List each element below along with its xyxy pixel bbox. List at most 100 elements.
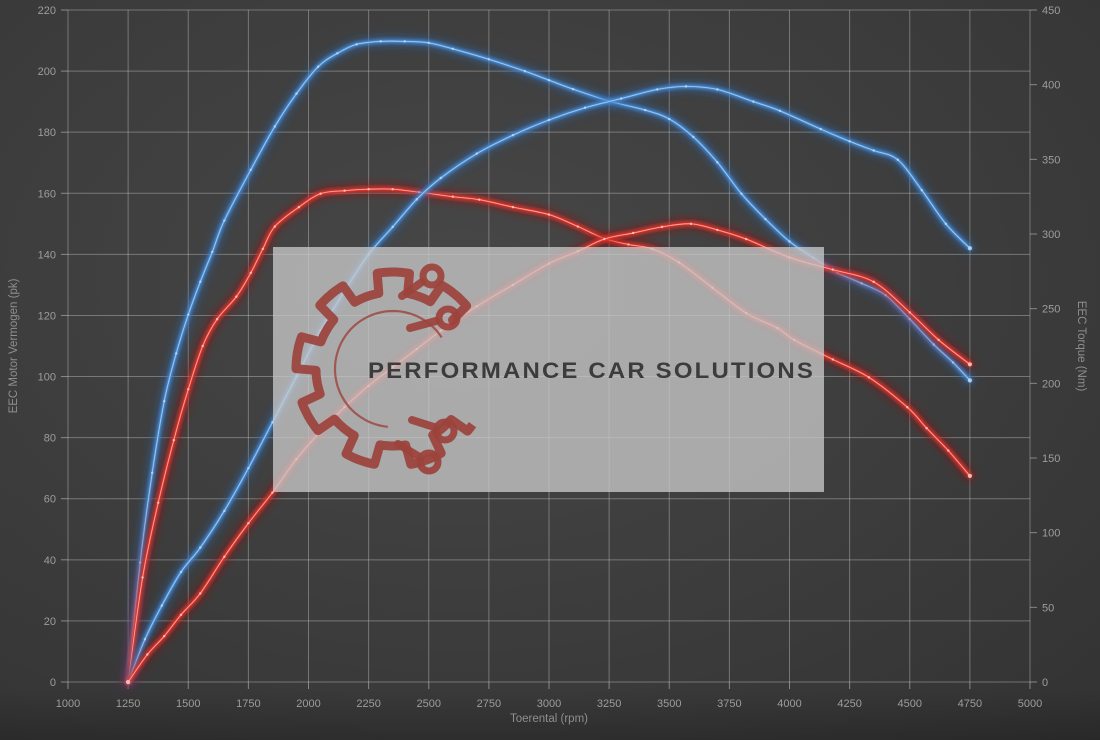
y-left-tick-label: 220 (38, 5, 56, 17)
data-point-marker (439, 176, 442, 180)
data-point-marker (872, 149, 875, 152)
data-point-marker (547, 78, 551, 82)
data-point-marker (163, 634, 166, 638)
data-point-marker (764, 217, 767, 221)
data-point-marker (523, 70, 527, 73)
y-left-tick-label: 160 (38, 188, 56, 200)
data-point-marker (867, 376, 871, 379)
x-tick-label: 1500 (176, 698, 200, 710)
data-point-marker (235, 295, 238, 298)
y-right-axis-title: EEC Torque (Nm) (1075, 301, 1087, 392)
data-point-marker (211, 250, 214, 254)
data-point-marker (745, 237, 748, 241)
data-point-marker (872, 280, 875, 284)
x-tick-label: 4000 (777, 698, 801, 710)
data-point-marker (295, 92, 298, 95)
data-point-marker (944, 222, 948, 226)
x-tick-label: 4750 (958, 698, 982, 710)
x-tick-label: 4500 (898, 698, 922, 710)
data-point-marker (451, 195, 454, 198)
data-point-marker (391, 188, 394, 191)
data-point-marker (343, 189, 346, 192)
x-tick-label: 1750 (236, 698, 260, 710)
data-point-marker (511, 205, 515, 209)
data-point-marker (716, 161, 719, 164)
data-point-marker (163, 400, 166, 403)
circuit-pad-icon (416, 449, 442, 475)
y-left-tick-label: 60 (44, 494, 56, 506)
data-point-marker (247, 521, 250, 525)
data-point-marker (788, 240, 791, 243)
y-right-tick-label: 300 (1042, 229, 1060, 241)
y-right-tick-label: 100 (1042, 528, 1060, 540)
data-point-marker (273, 225, 277, 228)
watermark-text: PERFORMANCE CAR SOLUTIONS (368, 358, 815, 383)
data-point-marker (547, 118, 551, 122)
y-left-tick-label: 120 (38, 310, 56, 322)
axis-tick-labels: 1000 1250 1500 1750 2000 2250 2500 2750 3000 3250… (38, 5, 1061, 710)
circuit-trace (408, 416, 438, 431)
data-point-marker (261, 247, 265, 251)
data-point-marker (547, 213, 551, 216)
data-point-marker (187, 313, 190, 316)
data-point-marker (141, 576, 144, 579)
data-point-marker (175, 352, 178, 355)
data-point-marker (740, 192, 743, 195)
data-point-marker (848, 140, 851, 143)
data-point-marker (906, 406, 909, 409)
data-point-marker (967, 246, 972, 251)
data-point-marker (201, 344, 204, 348)
y-right-tick-label: 250 (1042, 304, 1060, 316)
data-point-marker (391, 225, 394, 229)
data-point-marker (656, 88, 659, 91)
data-point-marker (684, 85, 688, 88)
circuit-pad-icon (432, 418, 458, 444)
data-point-marker (223, 219, 226, 222)
y-left-tick-label: 20 (44, 616, 56, 628)
data-point-marker (271, 491, 274, 494)
y-left-tick-label: 80 (44, 433, 56, 445)
y-left-tick-label: 100 (38, 372, 56, 384)
data-point-marker (478, 198, 481, 201)
data-point-marker (752, 100, 755, 103)
data-point-marker (951, 361, 955, 364)
data-point-marker (716, 228, 719, 232)
data-point-marker (668, 117, 671, 121)
data-point-marker (967, 473, 972, 479)
data-point-marker (908, 311, 911, 314)
x-tick-label: 2250 (356, 698, 380, 710)
y-right-tick-label: 450 (1042, 5, 1060, 17)
x-axis-title: Toerental (rpm) (510, 713, 588, 725)
data-point-marker (660, 225, 664, 229)
data-point-marker (619, 97, 623, 100)
pcs-gear-logo (291, 263, 477, 475)
data-point-marker (896, 158, 899, 161)
data-point-marker (223, 509, 226, 513)
x-tick-label: 5000 (1018, 698, 1042, 710)
data-point-marker (451, 47, 454, 51)
data-point-marker (831, 358, 834, 361)
data-point-marker (583, 106, 587, 109)
x-tick-label: 2000 (296, 698, 320, 710)
data-point-marker (156, 501, 160, 504)
circuit-trace (406, 317, 440, 332)
watermark: PERFORMANCE CAR SOLUTIONS (273, 247, 824, 492)
data-point-marker (150, 471, 154, 475)
data-point-marker (316, 65, 320, 68)
data-point-marker (247, 466, 250, 470)
data-point-marker (367, 188, 370, 191)
data-point-marker (947, 449, 950, 452)
data-point-marker (689, 222, 693, 226)
y-right-tick-label: 400 (1042, 80, 1060, 92)
data-point-marker (143, 638, 147, 641)
y-left-tick-label: 40 (44, 555, 56, 567)
x-tick-label: 1000 (56, 698, 80, 710)
watermark-box (273, 247, 824, 492)
data-point-marker (967, 378, 972, 383)
x-tick-label: 3750 (717, 698, 741, 710)
data-point-marker (967, 362, 972, 367)
data-point-marker (819, 127, 822, 131)
y-right-tick-label: 350 (1042, 154, 1060, 166)
data-point-marker (379, 40, 382, 43)
x-tick-label: 1250 (116, 698, 140, 710)
